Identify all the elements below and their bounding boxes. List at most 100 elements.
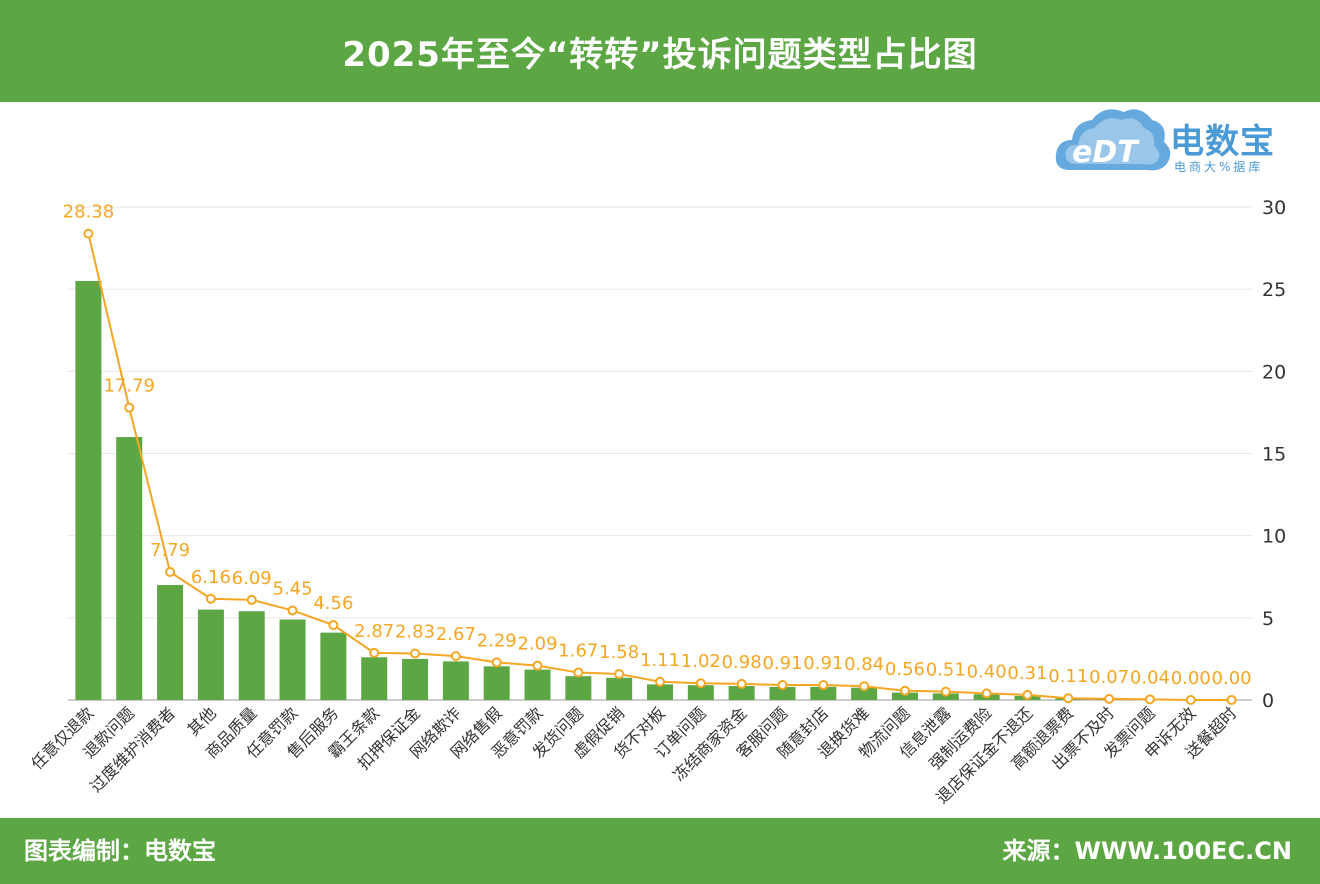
data-label: 0.40 [967, 661, 1007, 682]
line-point [410, 648, 421, 659]
logo-mark: eDT [1072, 135, 1140, 170]
data-label: 0.91 [803, 653, 843, 674]
y-tick-label: 5 [1262, 608, 1274, 630]
line-point [695, 678, 706, 689]
bar [728, 686, 755, 700]
data-label: 17.79 [103, 376, 155, 397]
bar [279, 619, 306, 700]
y-tick-label: 0 [1262, 690, 1274, 712]
bar [197, 609, 224, 700]
bar [361, 657, 388, 700]
line-point [165, 566, 176, 577]
line-point [818, 680, 829, 691]
line-point [83, 228, 94, 239]
data-label: 2.87 [354, 621, 394, 642]
line-point [124, 402, 135, 413]
data-label: 6.16 [191, 567, 231, 588]
bar [932, 693, 959, 700]
y-tick-label: 25 [1262, 279, 1286, 301]
bar [606, 677, 633, 700]
line-point [940, 686, 951, 697]
bar [769, 686, 796, 700]
bar [810, 686, 837, 700]
y-tick-label: 20 [1262, 361, 1286, 383]
line-point [777, 680, 788, 691]
chart-svg: 0 5 10 15 20 25 30 28.38 17.79 7.796.16 6.095.454.… [27, 197, 1286, 807]
data-label: 1.02 [681, 651, 721, 672]
bar [565, 676, 592, 700]
bar [157, 584, 184, 700]
data-label: 2.09 [517, 634, 557, 655]
line-point [1226, 695, 1237, 705]
line-point [1144, 694, 1155, 705]
bar [647, 684, 673, 700]
bar [402, 658, 429, 700]
bar [320, 632, 347, 700]
data-label: 2.29 [477, 630, 517, 651]
data-label: 0.11 [1048, 666, 1088, 687]
footer-author: 图表编制：电数宝 [24, 837, 216, 865]
bar [851, 687, 878, 700]
bar [891, 692, 918, 700]
data-label: 1.58 [599, 642, 639, 663]
data-label: 0.84 [844, 654, 884, 675]
data-label: 0.07 [1089, 667, 1129, 688]
line-point [736, 678, 747, 689]
line-point [328, 620, 339, 631]
data-label: 2.83 [395, 621, 435, 642]
line-point [899, 685, 910, 696]
line-point [1104, 693, 1115, 704]
data-label: 4.56 [313, 593, 353, 614]
bar [524, 669, 551, 700]
data-label: 28.38 [63, 202, 115, 223]
line-point [655, 676, 665, 687]
data-label: 1.11 [640, 650, 680, 671]
line-point [614, 669, 625, 680]
data-label: 0.56 [885, 659, 925, 680]
data-label: 0.00 [1212, 668, 1252, 689]
logo-brand-name: 电数宝 [1170, 122, 1275, 162]
data-label: 6.09 [232, 568, 272, 589]
data-label: 0.98 [722, 652, 762, 673]
bar [238, 611, 265, 700]
y-tick-label: 30 [1262, 197, 1286, 219]
line-point [1063, 693, 1074, 704]
chart-title: 2025年至今“转转”投诉问题类型占比图 [342, 34, 978, 75]
bar [687, 685, 714, 700]
bar [483, 666, 510, 700]
data-label: 0.00 [1171, 668, 1211, 689]
bar [442, 661, 469, 700]
footer-source: 来源：WWW.100EC.CN [1002, 837, 1293, 865]
y-tick-label: 10 [1262, 526, 1286, 548]
data-label: 1.67 [558, 641, 598, 662]
bar [116, 437, 143, 700]
data-label: 0.51 [926, 660, 966, 681]
brand-logo: eDT 电数宝 电商大%据库 [1052, 100, 1312, 180]
cloud-logo-icon: eDT [1055, 109, 1171, 171]
line-point [859, 681, 870, 692]
line-point [1185, 695, 1196, 705]
line-point [573, 667, 584, 678]
logo-subtitle: 电商大%据库 [1174, 160, 1264, 174]
y-tick-label: 15 [1262, 444, 1286, 466]
chart-footer: 图表编制：电数宝 来源：WWW.100EC.CN [0, 818, 1320, 884]
bar [75, 280, 102, 700]
chart-header: 2025年至今“转转”投诉问题类型占比图 [0, 0, 1320, 102]
data-label: 0.31 [1007, 663, 1047, 684]
line-point [287, 605, 298, 616]
line-point [1022, 689, 1033, 700]
data-label: 0.91 [762, 653, 802, 674]
line-point [450, 651, 461, 662]
line-point [205, 593, 216, 604]
x-tick-label: 任意仅退款 [27, 703, 97, 773]
data-label: 0.04 [1130, 667, 1170, 688]
line-point [981, 688, 992, 699]
chart-area: 0 5 10 15 20 25 30 28.38 17.79 7.79 6.16 6.09 5.45 4.… [0, 102, 1320, 818]
data-label: 7.79 [150, 540, 190, 561]
line-point [532, 660, 543, 671]
line-point [369, 647, 380, 658]
data-label: 5.45 [273, 578, 313, 599]
x-tick-label: 其他 [184, 703, 220, 739]
line-point [246, 594, 257, 605]
data-label: 2.67 [436, 624, 476, 645]
